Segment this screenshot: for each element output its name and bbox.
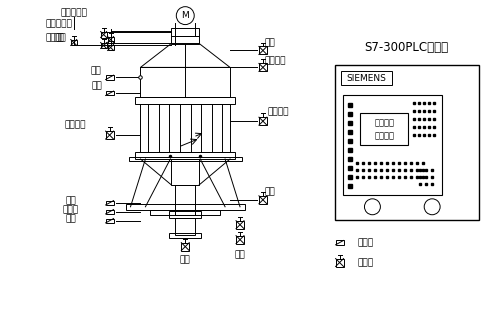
Bar bbox=[169, 233, 201, 238]
Text: 卸料: 卸料 bbox=[235, 250, 245, 259]
Bar bbox=[140, 104, 230, 152]
Bar bbox=[171, 159, 199, 185]
Text: 饱和度: 饱和度 bbox=[63, 205, 79, 214]
Text: 传感器: 传感器 bbox=[357, 238, 374, 247]
Text: 旁路: 旁路 bbox=[56, 33, 66, 42]
Bar bbox=[71, 39, 77, 45]
Bar bbox=[150, 210, 220, 215]
Bar bbox=[259, 117, 267, 125]
Bar bbox=[101, 32, 107, 37]
Bar bbox=[135, 152, 235, 159]
Bar bbox=[106, 75, 113, 80]
Bar bbox=[171, 36, 199, 43]
Text: 主真空吸滤: 主真空吸滤 bbox=[45, 19, 72, 28]
Bar bbox=[106, 219, 113, 223]
Text: M: M bbox=[181, 11, 189, 20]
Bar bbox=[108, 44, 113, 50]
Text: 温度: 温度 bbox=[65, 214, 76, 223]
Text: 卸料: 卸料 bbox=[180, 255, 190, 264]
Bar bbox=[129, 157, 242, 161]
Text: 种子糖糊: 种子糖糊 bbox=[267, 108, 289, 117]
Bar bbox=[259, 196, 267, 204]
Bar bbox=[169, 211, 201, 218]
Text: 调节阀: 调节阀 bbox=[357, 258, 374, 267]
Bar bbox=[126, 204, 245, 210]
Bar bbox=[171, 28, 199, 36]
Bar bbox=[340, 72, 393, 85]
Bar bbox=[106, 131, 113, 139]
Bar bbox=[259, 63, 267, 72]
Text: 过程控制: 过程控制 bbox=[375, 119, 394, 128]
Bar bbox=[106, 209, 113, 214]
Text: 真空: 真空 bbox=[90, 66, 101, 75]
Bar bbox=[236, 221, 244, 229]
Bar bbox=[335, 66, 479, 220]
Bar bbox=[360, 113, 408, 145]
Text: 真空终止: 真空终止 bbox=[264, 56, 285, 65]
Bar bbox=[175, 218, 195, 235]
Bar bbox=[106, 91, 113, 95]
Bar bbox=[259, 47, 267, 54]
Text: 加热蒸汽: 加热蒸汽 bbox=[65, 121, 87, 130]
Bar bbox=[108, 37, 113, 43]
Text: 图形显示: 图形显示 bbox=[375, 132, 394, 140]
Bar bbox=[140, 67, 230, 97]
Text: 压力: 压力 bbox=[91, 82, 102, 91]
Text: 排气: 排气 bbox=[264, 38, 275, 47]
Text: S7-300PLC控制站: S7-300PLC控制站 bbox=[365, 41, 449, 54]
Bar bbox=[181, 243, 189, 251]
Text: 糖浆: 糖浆 bbox=[264, 187, 275, 196]
Text: 液位: 液位 bbox=[65, 196, 76, 205]
Text: SIEMENS: SIEMENS bbox=[347, 74, 386, 83]
Bar bbox=[175, 185, 195, 215]
Bar bbox=[236, 236, 244, 243]
Bar bbox=[342, 95, 442, 195]
Text: 旁路: 旁路 bbox=[54, 33, 64, 42]
Bar bbox=[106, 201, 113, 205]
Text: 旁路: 旁路 bbox=[45, 33, 56, 42]
Bar bbox=[336, 240, 343, 245]
Bar bbox=[336, 259, 343, 266]
Bar bbox=[101, 43, 107, 49]
Bar bbox=[135, 97, 235, 104]
Text: 主真空吸滤: 主真空吸滤 bbox=[60, 8, 87, 17]
